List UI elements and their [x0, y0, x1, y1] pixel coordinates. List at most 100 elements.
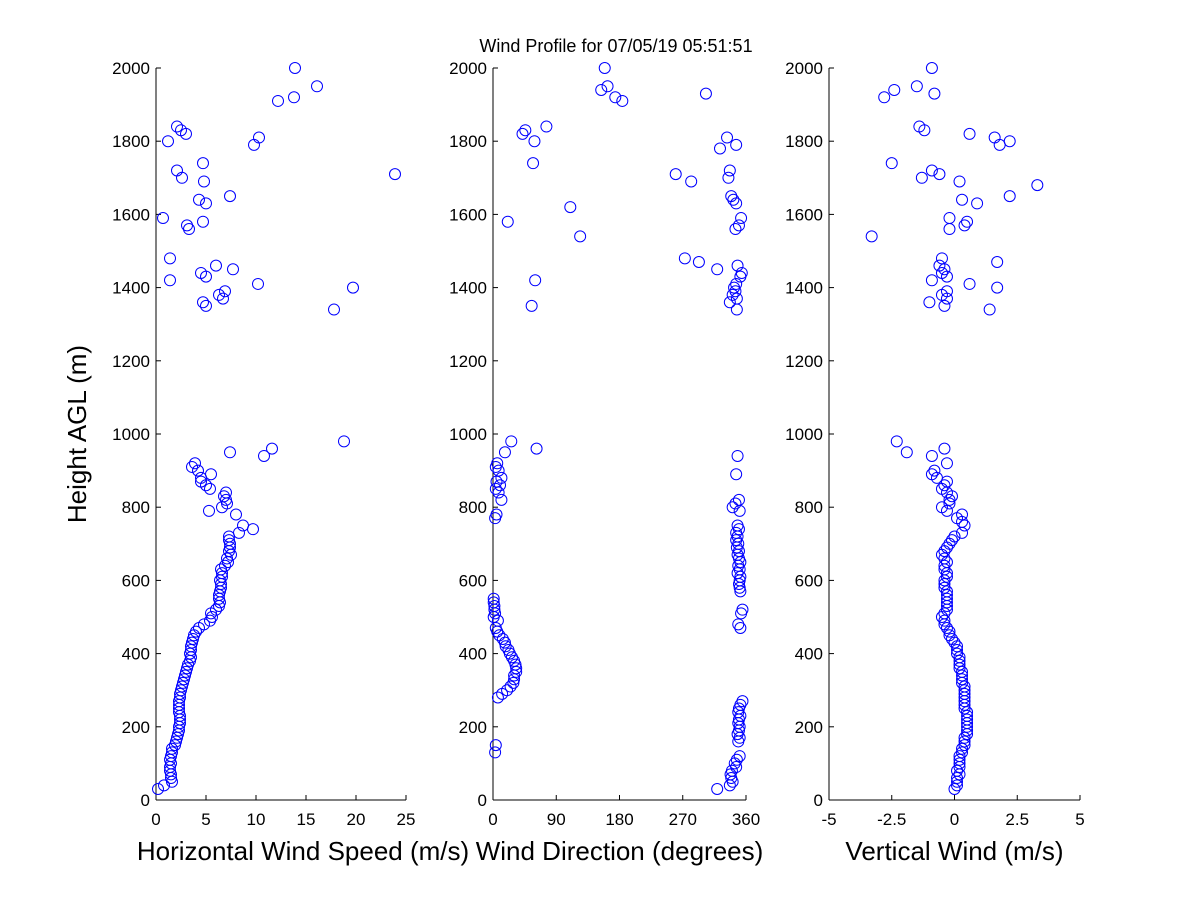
data-point [237, 519, 249, 532]
data-point [198, 175, 210, 188]
x-tick-label: 20 [347, 810, 366, 829]
x-tick-label: 2.5 [1005, 810, 1029, 829]
data-point [516, 127, 529, 140]
data-point [935, 501, 948, 514]
x-tick-label: 90 [547, 810, 566, 829]
data-point [272, 94, 284, 107]
data-point [220, 486, 232, 499]
data-point [956, 746, 969, 759]
data-point [731, 567, 744, 580]
data-point [219, 559, 231, 572]
data-point [493, 629, 506, 642]
data-point [958, 680, 971, 693]
data-point [205, 468, 217, 481]
data-point [725, 190, 738, 203]
data-point [1003, 135, 1016, 148]
data-point [711, 783, 724, 796]
data-point [501, 215, 514, 228]
y-tick-label: 1800 [112, 132, 150, 151]
data-point [490, 508, 503, 521]
x-axis-label: Horizontal Wind Speed (m/s) [137, 836, 469, 866]
data-point [735, 212, 748, 225]
data-point [953, 753, 966, 766]
data-point [951, 764, 964, 777]
y-tick-label: 1400 [449, 279, 487, 298]
data-point [186, 636, 198, 649]
data-point [885, 157, 898, 170]
data-point [938, 479, 951, 492]
data-point [938, 552, 951, 565]
data-point [210, 259, 222, 272]
x-tick-label: -2.5 [877, 810, 906, 829]
data-point [505, 435, 518, 448]
panel-3: 0 200 400 600 800 1000 1200 1400 1600 1800 2000 -5 -… [785, 59, 1085, 866]
data-point [198, 618, 210, 631]
data-point [519, 124, 532, 137]
data-point [311, 80, 323, 93]
data-point [200, 197, 212, 210]
data-point [933, 259, 946, 272]
data-point [961, 706, 974, 719]
data-point [233, 526, 245, 539]
data-point [731, 259, 744, 272]
y-axis-label: Height AGL (m) [62, 345, 92, 523]
data-point [1003, 190, 1016, 203]
data-point [726, 501, 739, 514]
y-tick-label: 600 [459, 571, 487, 590]
data-point [991, 281, 1004, 294]
data-point [730, 303, 743, 316]
data-point [961, 215, 974, 228]
data-point [171, 164, 183, 177]
data-point [190, 625, 202, 638]
y-tick-label: 800 [459, 498, 487, 517]
y-tick-label: 200 [459, 718, 487, 737]
y-tick-label: 0 [814, 791, 823, 810]
data-point [252, 277, 264, 290]
data-point [865, 230, 878, 243]
data-point [488, 600, 501, 613]
data-point [289, 62, 301, 74]
y-tick-label: 1400 [112, 279, 150, 298]
data-point [498, 446, 511, 459]
x-tick-label: 180 [605, 810, 633, 829]
data-point [492, 486, 505, 499]
data-point [722, 171, 735, 184]
data-point [487, 596, 500, 609]
data-point [938, 545, 951, 558]
data-point [890, 435, 903, 448]
data-point [953, 658, 966, 671]
data-point [489, 482, 502, 495]
data-point [961, 709, 974, 722]
y-tick-label: 1600 [449, 205, 487, 224]
data-point [940, 475, 953, 488]
x-tick-label: 15 [297, 810, 316, 829]
data-point [958, 735, 971, 748]
data-point [915, 171, 928, 184]
data-point [723, 296, 736, 309]
data-point [732, 219, 745, 232]
data-point [528, 135, 541, 148]
data-point [489, 746, 502, 759]
data-point [181, 219, 193, 232]
data-point [192, 464, 204, 477]
data-point [197, 296, 209, 309]
data-point [505, 651, 518, 664]
data-point [574, 230, 587, 243]
data-point [935, 252, 948, 265]
data-point [943, 223, 956, 236]
data-point [699, 87, 712, 100]
data-point [540, 120, 553, 133]
data-point [736, 603, 749, 616]
data-point [491, 614, 504, 627]
data-point [217, 292, 229, 305]
data-point [945, 632, 958, 645]
data-point [189, 457, 201, 470]
data-point [157, 212, 169, 225]
data-point [504, 680, 517, 693]
data-point [940, 570, 953, 583]
data-point [197, 215, 209, 228]
data-point [726, 288, 739, 301]
data-point [956, 508, 969, 521]
data-point [733, 750, 746, 763]
data-point [164, 753, 176, 766]
